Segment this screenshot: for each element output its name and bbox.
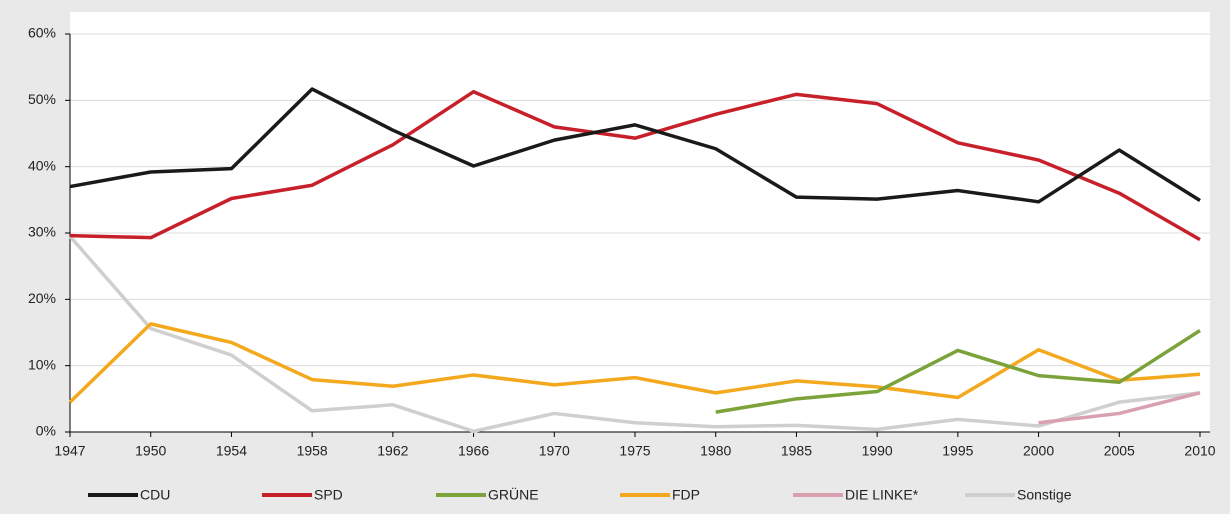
series-line	[69, 89, 1201, 242]
x-tick-label: 1975	[619, 443, 650, 459]
x-tick-label: 2000	[1023, 443, 1054, 459]
x-tick-label: 1970	[539, 443, 570, 459]
x-tick-label: 2010	[1184, 443, 1215, 459]
y-tick-label: 50%	[28, 91, 56, 107]
y-tick-label: 30%	[28, 224, 56, 240]
series-line	[68, 235, 1201, 434]
y-tick-label: 20%	[28, 290, 56, 306]
x-tick-label: 1990	[862, 443, 893, 459]
legend-label: FDP	[672, 487, 700, 503]
x-tick-label: 1954	[216, 443, 247, 459]
y-tick-label: 60%	[28, 25, 56, 41]
x-tick-label: 1980	[700, 443, 731, 459]
series-line	[715, 329, 1201, 414]
series-line	[69, 87, 1201, 204]
x-tick-label: 1947	[54, 443, 85, 459]
legend-label: Sonstige	[1017, 487, 1072, 503]
x-tick-label: 1966	[458, 443, 489, 459]
legend-label: SPD	[314, 487, 343, 503]
plot-area	[70, 12, 1210, 432]
series-line	[1038, 391, 1201, 425]
x-tick-label: 1995	[942, 443, 973, 459]
y-tick-label: 10%	[28, 356, 56, 372]
x-tick-label: 1985	[781, 443, 812, 459]
y-tick-label: 40%	[28, 157, 56, 173]
y-tick-label: 0%	[36, 423, 56, 439]
x-tick-label: 1958	[297, 443, 328, 459]
x-tick-label: 1950	[135, 443, 166, 459]
legend-label: CDU	[140, 487, 170, 503]
x-tick-label: 2005	[1104, 443, 1135, 459]
x-tick-label: 1962	[377, 443, 408, 459]
legend-label: DIE LINKE*	[845, 487, 919, 503]
legend-label: GRÜNE	[488, 486, 539, 503]
